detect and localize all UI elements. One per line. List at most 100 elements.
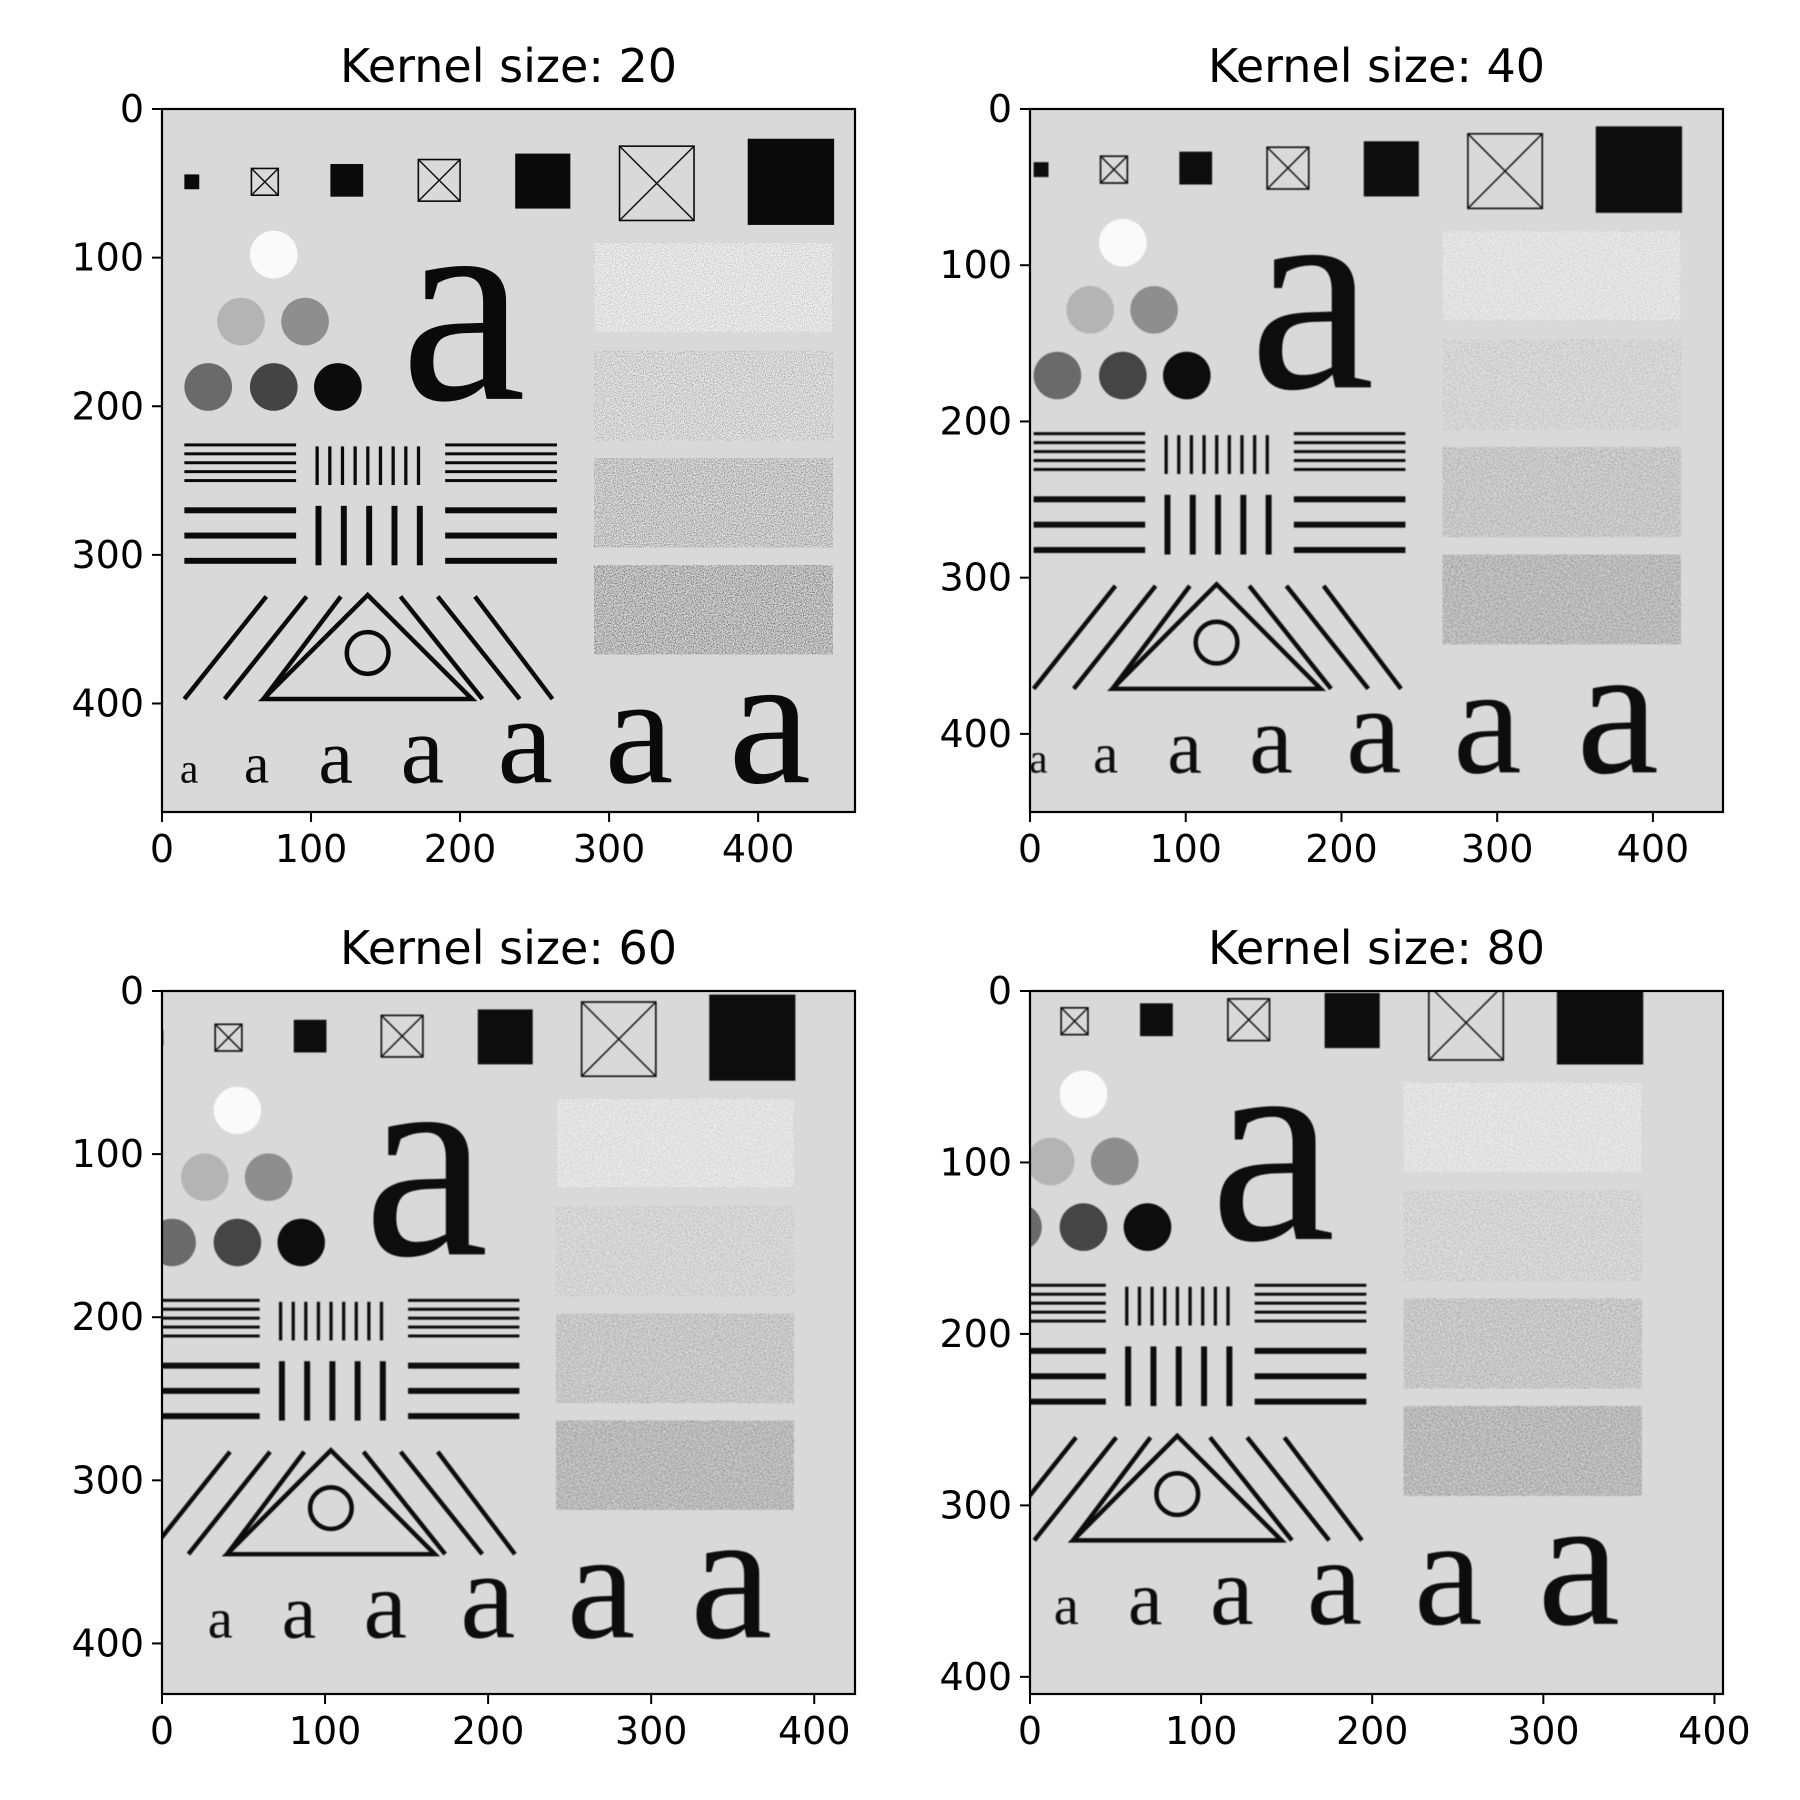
- thin-bar: [184, 479, 297, 483]
- gray-circle: [277, 1218, 325, 1267]
- y-tick-label: 200: [71, 1295, 144, 1339]
- thick-bar: [1164, 494, 1171, 555]
- y-tick-label: 200: [71, 384, 144, 428]
- thin-bar: [1254, 1310, 1367, 1314]
- gray-circle: [1130, 286, 1178, 334]
- filled-square: [330, 163, 364, 197]
- thick-bar: [340, 505, 347, 566]
- small-letter: a: [497, 671, 553, 810]
- diagonal-line: [186, 1450, 272, 1556]
- panel-title: Kernel size: 40: [1208, 39, 1545, 93]
- thin-bar: [1033, 432, 1146, 436]
- thin-bar: [1254, 1301, 1367, 1305]
- small-letter: a: [208, 1588, 233, 1650]
- thick-bar: [1033, 547, 1146, 554]
- thin-bar: [1030, 1301, 1106, 1305]
- y-tick-label: 400: [939, 1655, 1012, 1699]
- small-letter: a: [1307, 1514, 1363, 1652]
- x-tick-label: 100: [1165, 1709, 1238, 1753]
- x-tick-label: 0: [150, 1709, 174, 1753]
- crossed-square: [1227, 998, 1271, 1042]
- y-tick-label: 300: [71, 533, 144, 577]
- thin-bar: [1293, 450, 1406, 454]
- filled-square: [1595, 126, 1683, 213]
- thin-bar: [1293, 432, 1406, 436]
- thick-bar: [1033, 521, 1146, 528]
- thin-bar: [184, 461, 297, 465]
- x-tick-label: 400: [778, 1709, 851, 1753]
- small-letter: a: [567, 1500, 635, 1671]
- x-tick-label: 200: [424, 827, 497, 871]
- thick-bar: [445, 557, 557, 564]
- thin-bar: [1030, 1319, 1106, 1323]
- triangle: [221, 1447, 441, 1557]
- diagonal-line: [398, 595, 485, 701]
- diagonal-line: [1208, 1436, 1294, 1542]
- crossed-square: [417, 158, 461, 202]
- thin-bar: [162, 1316, 260, 1320]
- y-tick-label: 300: [939, 1483, 1012, 1527]
- small-letter: a: [400, 695, 444, 804]
- thin-bar: [184, 443, 297, 447]
- gray-circle: [1163, 351, 1211, 400]
- thick-bar: [408, 1413, 520, 1420]
- gray-circle: [1059, 1070, 1108, 1119]
- thin-bar: [1293, 467, 1406, 471]
- gray-circle: [1099, 218, 1147, 267]
- thick-bar: [1030, 1347, 1106, 1354]
- diagonal-line: [1321, 584, 1403, 691]
- diagonal-line: [225, 1450, 306, 1556]
- filled-square: [709, 994, 796, 1081]
- ring: [1193, 619, 1240, 666]
- y-tick-label: 400: [939, 712, 1012, 756]
- x-tick-label: 300: [615, 1709, 688, 1753]
- large-letter: a: [400, 148, 526, 461]
- thick-bar: [366, 505, 373, 566]
- y-tick-label: 0: [988, 969, 1012, 1013]
- thin-bar: [162, 1298, 260, 1302]
- thick-bar: [1215, 494, 1222, 555]
- thick-bar: [1293, 547, 1406, 554]
- gray-circle: [1059, 1203, 1108, 1251]
- small-letter: a: [1093, 723, 1118, 785]
- thin-bar: [162, 1307, 260, 1311]
- filled-square: [1324, 992, 1380, 1049]
- thin-bar: [366, 446, 370, 486]
- gray-circle: [184, 363, 233, 411]
- diagonal-line: [1032, 1436, 1118, 1542]
- thick-bar: [1254, 1373, 1367, 1380]
- thin-bar: [1201, 1286, 1205, 1326]
- thin-bar: [184, 470, 297, 474]
- thin-bar: [416, 446, 421, 486]
- x-tick-label: 0: [150, 827, 174, 871]
- thin-bar: [379, 1301, 384, 1341]
- thick-bar: [1265, 494, 1272, 555]
- thick-bar: [1175, 1346, 1182, 1407]
- diagonal-line: [1030, 1436, 1078, 1499]
- thin-bar: [1252, 435, 1257, 474]
- thin-bar: [408, 1307, 520, 1311]
- diagonal-line: [1245, 1436, 1331, 1542]
- thin-bar: [378, 446, 383, 486]
- axes-frame: [1028, 107, 1725, 814]
- diagonal-line: [1071, 1436, 1153, 1542]
- thin-bar: [445, 443, 557, 447]
- ring: [1154, 1471, 1201, 1518]
- y-tick-label: 100: [939, 1140, 1012, 1184]
- thick-bar: [1189, 494, 1196, 555]
- thin-bar: [162, 1325, 260, 1329]
- thick-bar: [315, 505, 322, 566]
- diagonal-line: [361, 1450, 447, 1556]
- small-letter: a: [364, 1551, 407, 1659]
- thin-bar: [1189, 435, 1194, 474]
- thin-bar: [184, 452, 297, 456]
- gray-circle: [249, 363, 298, 411]
- small-letter: a: [690, 1473, 772, 1678]
- thick-bar: [184, 507, 297, 514]
- small-letter: a: [318, 713, 352, 799]
- thin-bar: [342, 1301, 346, 1341]
- x-tick-label: 0: [1018, 827, 1042, 871]
